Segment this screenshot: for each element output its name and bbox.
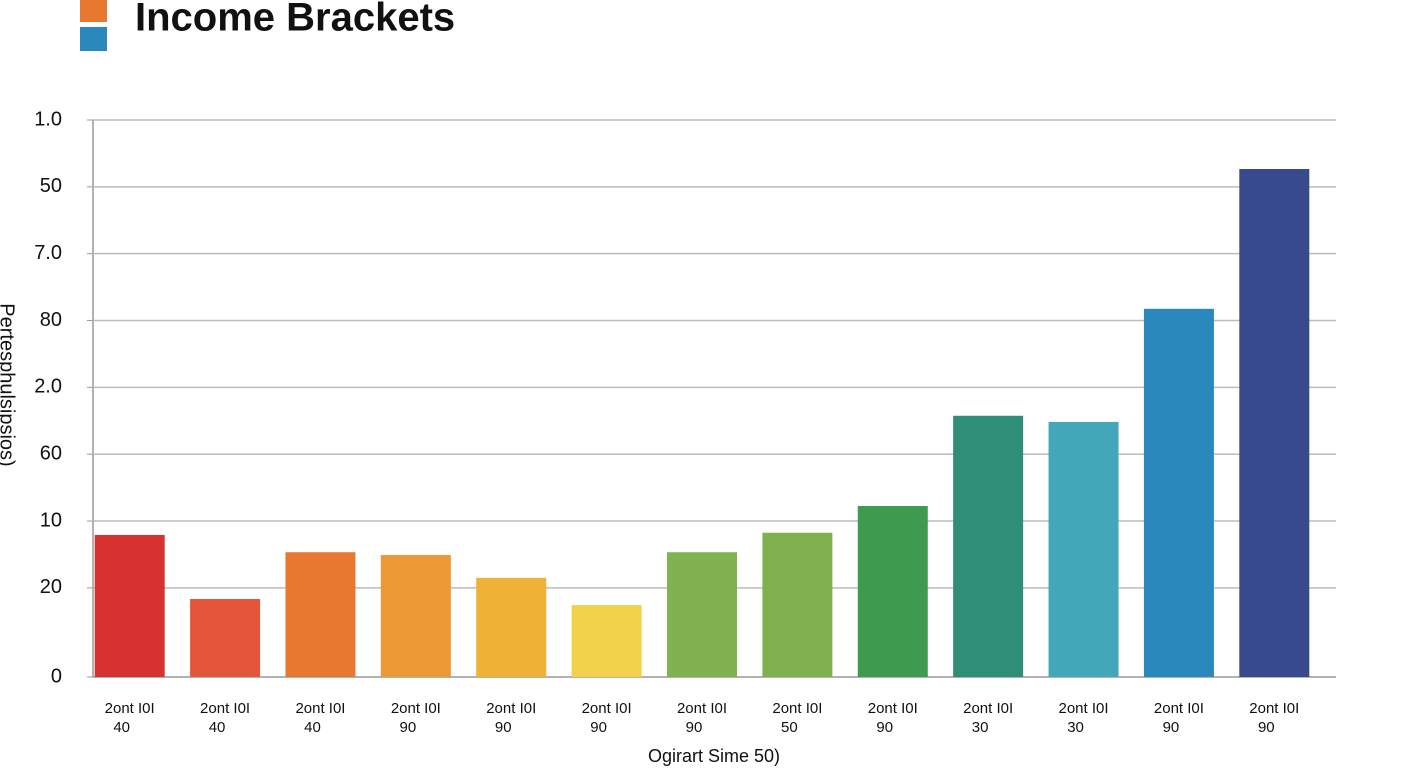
x-tick-label: 90: [1163, 719, 1180, 736]
x-tick-label: 2ont I0I: [677, 700, 727, 717]
y-tick-label: 7.0: [34, 242, 62, 264]
x-tick-label: 2ont I0I: [868, 700, 918, 717]
y-tick-label: 20: [40, 576, 62, 598]
bar: [667, 552, 737, 677]
chart-title: Income Brackets: [135, 0, 455, 40]
y-tick-label: 10: [40, 509, 62, 531]
bar: [762, 532, 833, 677]
x-tick-label: 30: [972, 719, 989, 736]
x-tick-label: 2ont I0I: [582, 700, 632, 717]
legend-swatch: [80, 0, 107, 22]
bar: [1048, 421, 1119, 677]
bar: [953, 415, 1024, 677]
x-tick-label: 2ont I0I: [295, 700, 345, 717]
x-tick-label: 2ont I0I: [1154, 700, 1204, 717]
x-tick-label: 40: [209, 719, 226, 736]
bar: [94, 534, 165, 677]
x-tick-label: 90: [1258, 719, 1275, 736]
x-tick-label: 90: [876, 719, 893, 736]
y-tick-label: 60: [40, 442, 62, 464]
x-tick-label: 50: [781, 719, 798, 736]
bar: [380, 555, 451, 677]
x-axis-label: Ogirart Sime 50): [648, 746, 780, 766]
x-tick-label: 2ont I0I: [486, 700, 536, 717]
x-tick-label: 2ont I0I: [391, 700, 441, 717]
legend-swatch: [80, 27, 107, 51]
bar: [571, 605, 642, 677]
x-tick-label: 2ont I0I: [1059, 700, 1109, 717]
bar: [1239, 169, 1310, 678]
bar: [476, 577, 547, 677]
x-tick-label: 2ont I0I: [963, 700, 1013, 717]
bar: [190, 599, 261, 677]
y-tick-label: 1.0: [34, 108, 62, 130]
x-tick-label: 2ont I0I: [772, 700, 822, 717]
x-tick-label: 2ont I0I: [105, 700, 155, 717]
y-tick-label: 50: [40, 175, 62, 197]
y-tick-label: 80: [40, 309, 62, 331]
x-tick-label: 40: [304, 719, 321, 736]
y-axis-label: Pertesphulsipsios): [0, 303, 18, 466]
x-tick-label: 2ont I0I: [1249, 700, 1299, 717]
x-tick-label: 40: [113, 719, 130, 736]
x-tick-label: 90: [495, 719, 512, 736]
bar: [1143, 308, 1214, 677]
x-tick-label: 2ont I0I: [200, 700, 250, 717]
x-tick-label: 90: [400, 719, 417, 736]
x-tick-label: 90: [686, 719, 703, 736]
bar: [285, 552, 356, 677]
bar: [857, 506, 928, 677]
y-tick-label: 2.0: [34, 376, 62, 398]
y-tick-label: 0: [51, 665, 62, 687]
x-tick-label: 90: [590, 719, 607, 736]
x-tick-label: 30: [1067, 719, 1084, 736]
